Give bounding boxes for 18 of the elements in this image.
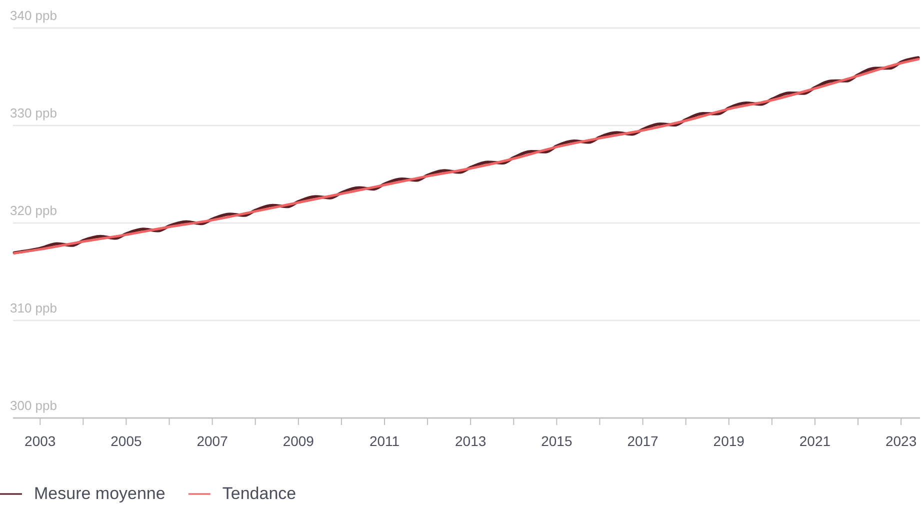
y-tick-label: 320 ppb (10, 203, 57, 218)
y-tick-label: 340 ppb (10, 8, 57, 23)
x-tick-label: 2009 (282, 433, 314, 449)
x-tick-label: 2017 (627, 433, 659, 449)
y-tick-label: 310 ppb (10, 300, 57, 316)
x-tick-label: 2019 (713, 433, 745, 449)
x-tick-label: 2013 (455, 433, 486, 449)
legend-label: Mesure moyenne (34, 484, 166, 503)
x-tick-label: 2023 (885, 433, 917, 449)
y-tick-label: 300 ppb (10, 398, 57, 413)
y-tick-label: 330 ppb (10, 106, 57, 120)
x-tick-label: 2005 (110, 433, 142, 449)
x-tick-label: 2003 (24, 433, 56, 449)
x-tick-label: 2015 (541, 433, 572, 449)
x-tick-label: 2011 (369, 433, 400, 449)
legend-label: Tendance (222, 484, 296, 503)
x-tick-label: 2021 (799, 433, 831, 449)
x-tick-label: 2007 (196, 433, 228, 449)
